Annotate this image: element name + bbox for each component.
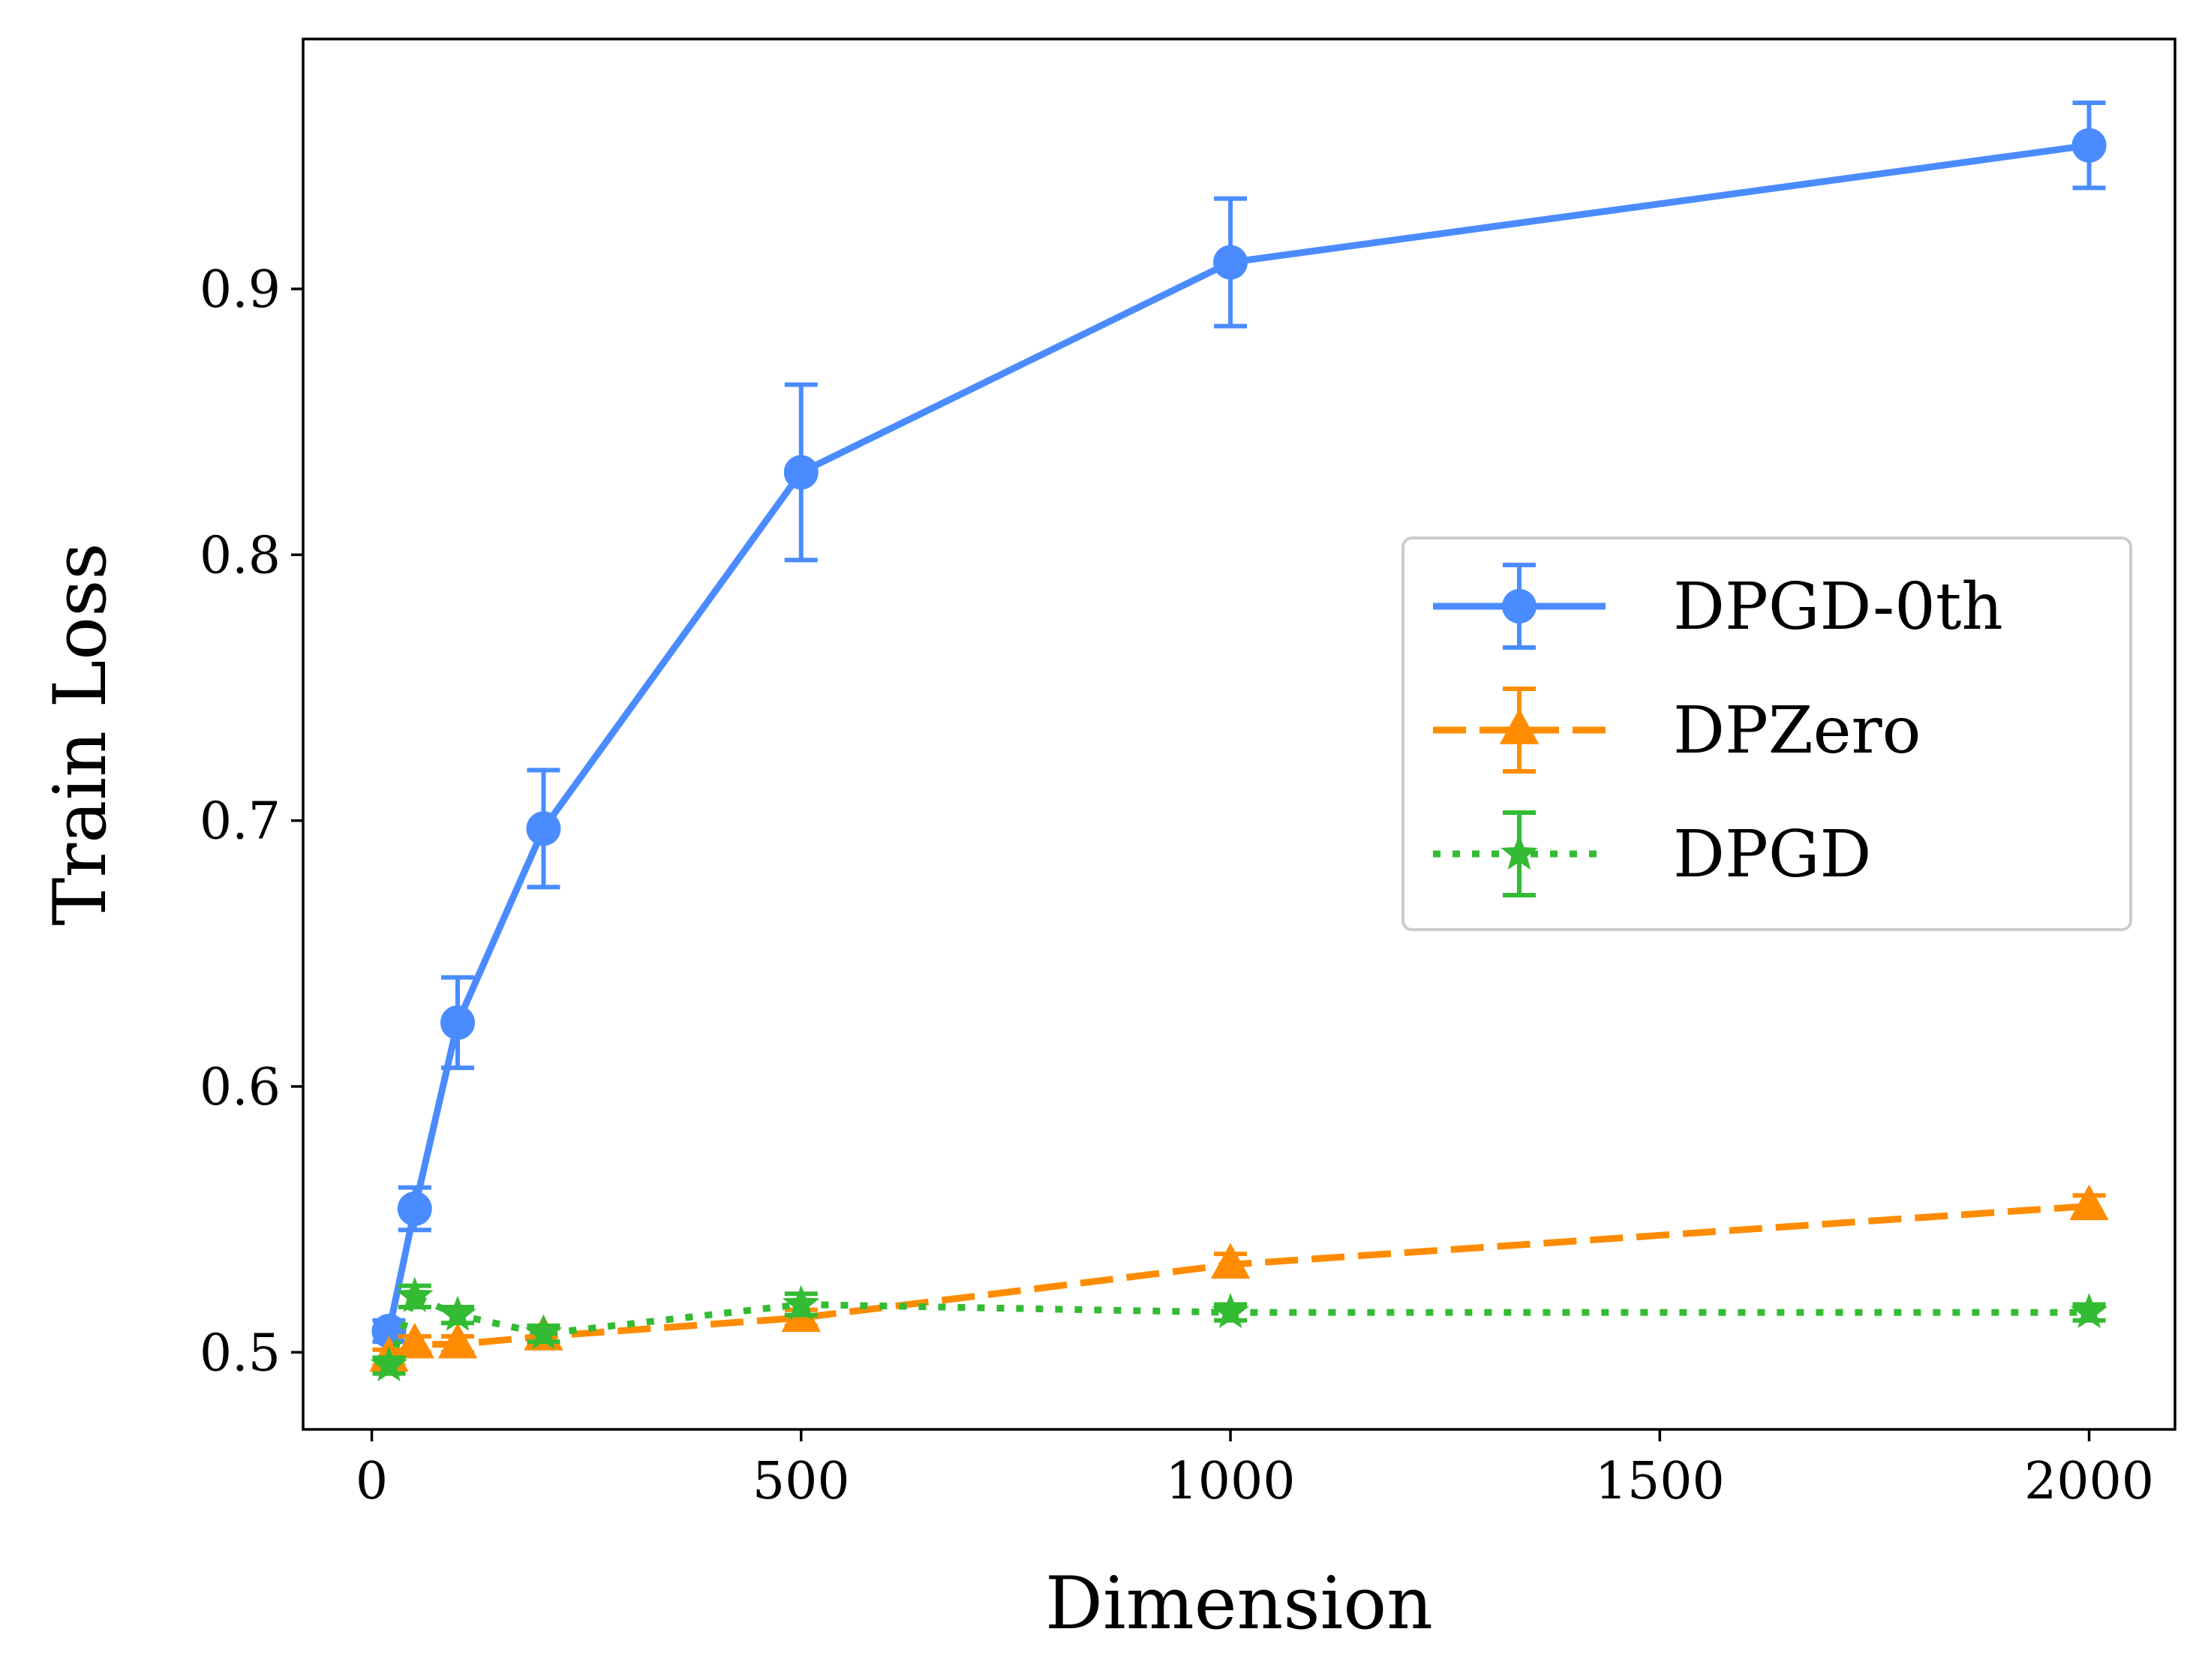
data-point [396, 1276, 434, 1312]
y-tick-label: 0.5 [200, 1324, 281, 1383]
legend-marker [1502, 589, 1537, 624]
legend-marker [1501, 834, 1538, 870]
legend-label: DPGD [1673, 817, 1871, 892]
legend-label: DPZero [1673, 693, 1921, 768]
data-point [395, 1322, 435, 1359]
x-tick-label: 0 [356, 1452, 388, 1511]
y-tick-label: 0.6 [200, 1058, 281, 1117]
data-point [371, 1313, 407, 1348]
data-point [2070, 1293, 2108, 1329]
data-point [524, 1314, 563, 1350]
x-axis-title: Dimension [1045, 1561, 1433, 1645]
legend-entry: DPZero [1433, 687, 1921, 774]
data-point [1213, 245, 1248, 280]
x-tick-label: 1000 [1166, 1452, 1296, 1511]
data-point [437, 1322, 478, 1359]
y-tick-label: 0.7 [200, 792, 281, 852]
x-tick-label: 500 [753, 1452, 850, 1511]
y-tick-label: 0.8 [200, 526, 281, 585]
data-point [783, 1285, 820, 1321]
data-point [439, 1295, 476, 1331]
series-layer [369, 101, 2109, 1381]
y-tick-label: 0.9 [200, 260, 281, 320]
legend: DPGD-0th DPZero DPGD [1401, 536, 2132, 931]
data-point [1212, 1293, 1249, 1329]
data-point [2071, 128, 2107, 163]
legend-label: DPGD-0th [1673, 570, 2003, 645]
plot-frame [302, 38, 2176, 1431]
legend-box [1401, 536, 2132, 931]
data-point [526, 811, 561, 846]
data-point [1210, 1243, 1251, 1279]
series-dpgd-0th [371, 101, 2107, 1348]
y-axis-title: Train Loss [38, 542, 122, 925]
legend-entry: DPGD [1433, 810, 1871, 897]
legend-marker [1499, 708, 1540, 744]
x-tick-label: 2000 [2024, 1452, 2154, 1511]
axes-layer: 0 500 1000 1500 2000 0.5 0.6 0.7 0.8 0.9 [200, 260, 2154, 1511]
x-tick-label: 1500 [1595, 1452, 1725, 1511]
legend-entry: DPGD-0th [1433, 563, 2003, 650]
data-point [397, 1191, 432, 1226]
series-dpgd [370, 1276, 2108, 1381]
data-point [370, 1346, 408, 1381]
data-point [2069, 1184, 2109, 1221]
data-point [440, 1005, 476, 1040]
data-point [783, 455, 819, 490]
